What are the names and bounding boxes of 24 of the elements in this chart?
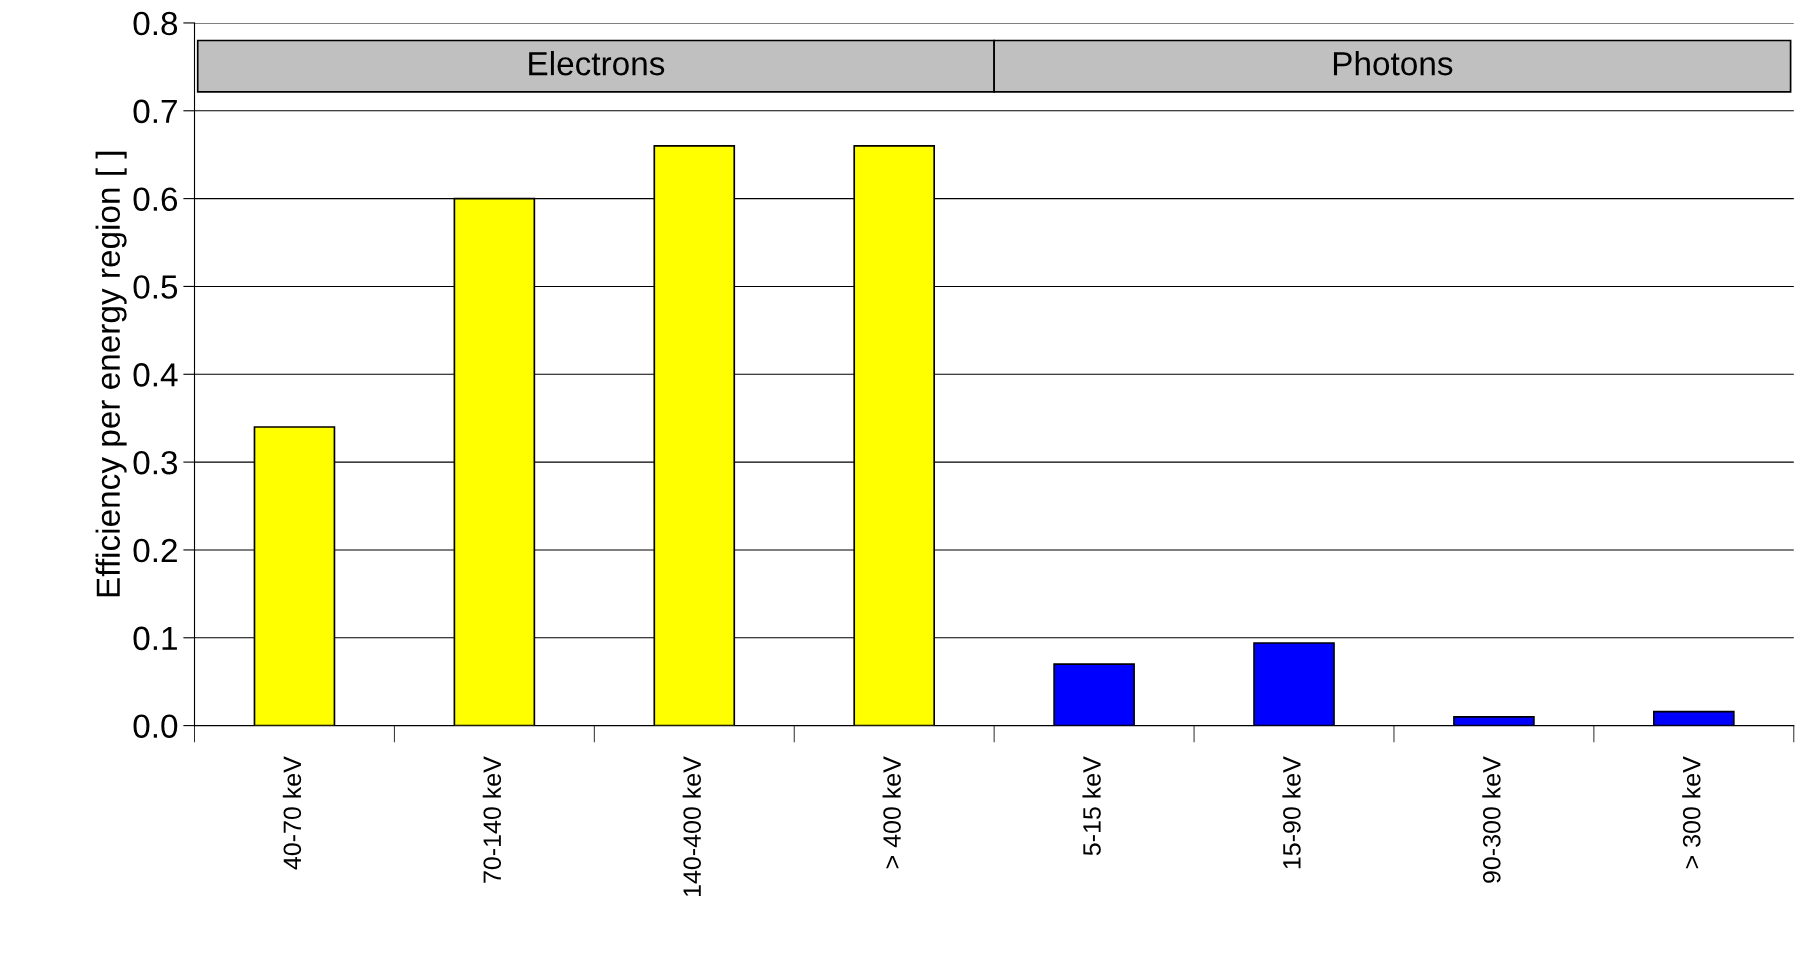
annotation: Electrons xyxy=(529,50,665,76)
y-tick-label: 0.5 xyxy=(133,275,178,299)
y-tick-label: 0.7 xyxy=(133,99,177,124)
x-tick-label: 140-400 keV xyxy=(682,756,701,897)
bar xyxy=(1653,710,1735,726)
x-tick-label: > 300 keV xyxy=(1682,756,1701,869)
y-tick-label: 0.2 xyxy=(133,538,177,563)
y-tick-label: 0.8 xyxy=(133,11,178,36)
bar xyxy=(1453,715,1535,726)
y-tick-label: 0.0 xyxy=(133,714,178,739)
y-tick-label: 0.3 xyxy=(133,450,178,475)
x-tick-label: > 400 keV xyxy=(882,756,901,869)
x-tick-label: 70-140 keV xyxy=(482,756,502,883)
y-tick-label: 0.6 xyxy=(133,187,178,212)
y-tick-label: 0.4 xyxy=(133,363,178,387)
x-tick-label: 40-70 keV xyxy=(282,756,302,870)
bar xyxy=(1253,642,1335,726)
bar xyxy=(1053,663,1135,726)
x-tick-label: 5-15 keV xyxy=(1082,756,1101,856)
x-tick-label: 15-90 keV xyxy=(1282,756,1301,869)
x-tick-label: 90-300 keV xyxy=(1482,756,1501,883)
annotation: Photons xyxy=(1333,50,1453,76)
y-axis-title: Efficiency per energy region [ ] xyxy=(95,151,127,597)
y-tick-label: 0.1 xyxy=(133,626,177,651)
